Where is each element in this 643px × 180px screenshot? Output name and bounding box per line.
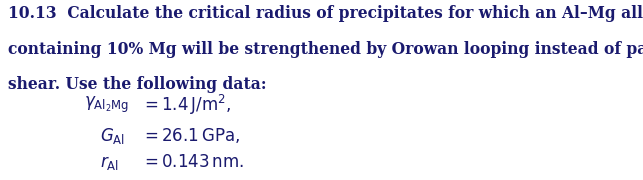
Text: $\mathit{\gamma}_{\mathrm{Al_2Mg}}$: $\mathit{\gamma}_{\mathrm{Al_2Mg}}$ [84, 95, 129, 115]
Text: 10.13  Calculate the critical radius of precipitates for which an Al–Mg alloy: 10.13 Calculate the critical radius of p… [8, 5, 643, 22]
Text: $\mathit{r}_{\mathrm{Al}}$: $\mathit{r}_{\mathrm{Al}}$ [100, 154, 119, 172]
Text: $G_{\mathrm{Al}}$: $G_{\mathrm{Al}}$ [100, 126, 125, 146]
Text: $= 1.4\,\mathrm{J/m^2},$: $= 1.4\,\mathrm{J/m^2},$ [141, 93, 231, 117]
Text: shear. Use the following data:: shear. Use the following data: [8, 76, 266, 93]
Text: $= 0.143\,\mathrm{nm.}$: $= 0.143\,\mathrm{nm.}$ [141, 154, 244, 171]
Text: containing 10% Mg will be strengthened by Orowan looping instead of particle: containing 10% Mg will be strengthened b… [8, 40, 643, 57]
Text: $= 26.1\,\mathrm{GPa},$: $= 26.1\,\mathrm{GPa},$ [141, 126, 240, 145]
